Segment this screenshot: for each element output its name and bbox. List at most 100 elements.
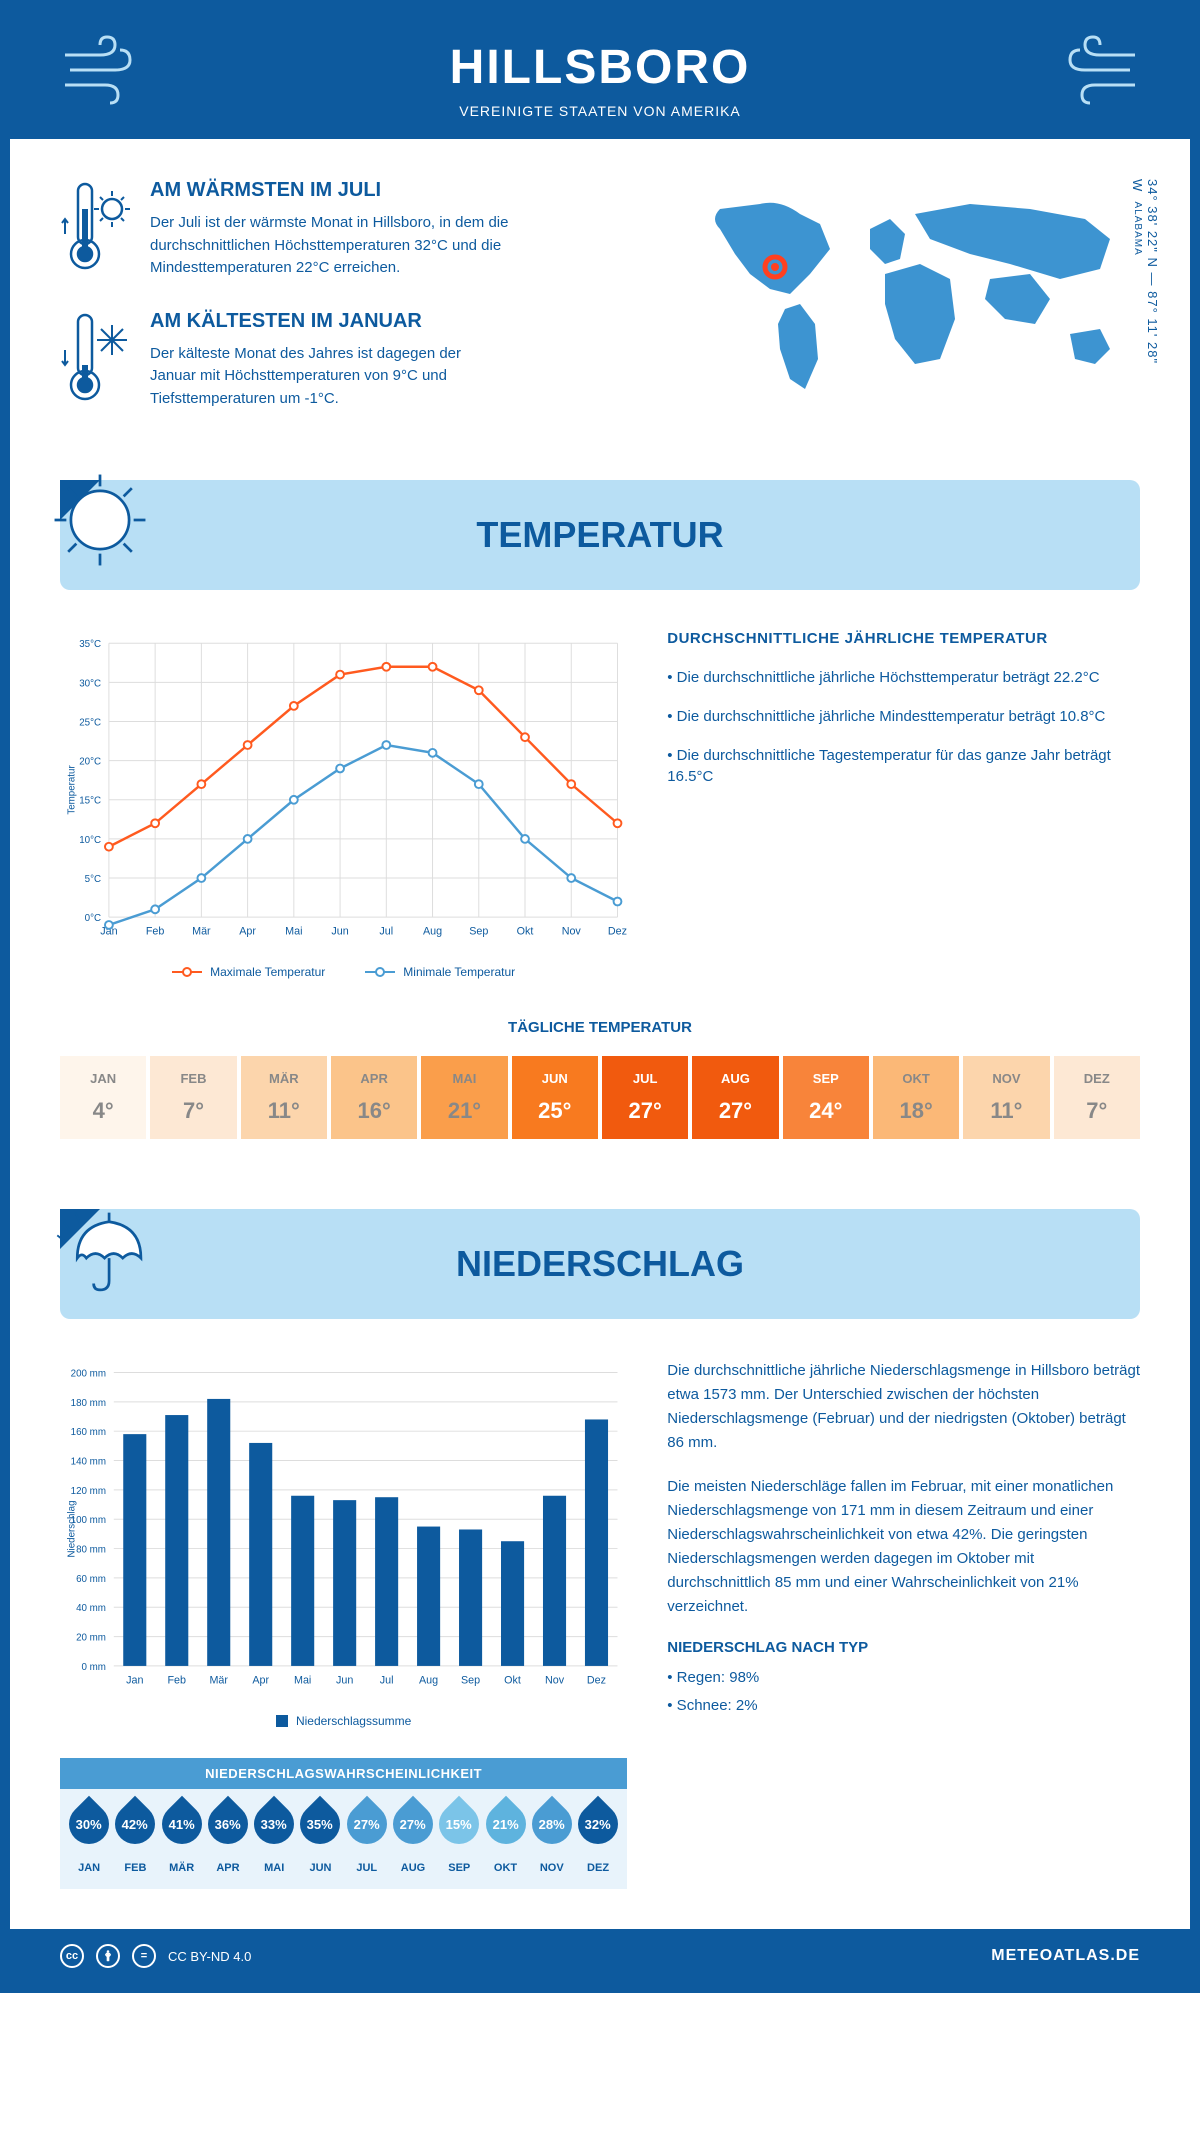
daily-temp-cell: SEP24° (783, 1056, 869, 1139)
svg-text:180 mm: 180 mm (71, 1398, 106, 1409)
probability-cell: 35%JUN (299, 1804, 341, 1874)
daily-temp-cell: JUL27° (602, 1056, 688, 1139)
probability-cell: 32%DEZ (577, 1804, 619, 1874)
sun-icon (50, 470, 150, 570)
svg-text:20°C: 20°C (79, 757, 101, 768)
svg-text:Temperatur: Temperatur (67, 765, 78, 815)
svg-text:60 mm: 60 mm (76, 1574, 106, 1585)
probability-cell: 27%JUL (346, 1804, 388, 1874)
coordinates: 34° 38' 22" N — 87° 11' 28" W ALABAMA (1130, 179, 1160, 440)
svg-text:80 mm: 80 mm (76, 1544, 106, 1555)
svg-text:120 mm: 120 mm (71, 1486, 106, 1497)
probability-cell: 21%OKT (484, 1804, 526, 1874)
precipitation-section-header: NIEDERSCHLAG (60, 1209, 1140, 1319)
svg-text:Dez: Dez (587, 1675, 606, 1687)
license-text: CC BY-ND 4.0 (168, 1949, 251, 1964)
probability-cell: 28%NOV (531, 1804, 573, 1874)
thermometer-cold-icon (60, 310, 130, 410)
svg-text:Aug: Aug (423, 926, 442, 938)
probability-cell: 36%APR (207, 1804, 249, 1874)
warmest-title: AM WÄRMSTEN IM JULI (150, 179, 510, 202)
probability-cell: 41%MÄR (161, 1804, 203, 1874)
nd-icon: = (132, 1944, 156, 1968)
svg-text:Jul: Jul (379, 926, 393, 938)
svg-text:Apr: Apr (252, 1675, 269, 1687)
daily-temp-cell: MÄR11° (241, 1056, 327, 1139)
svg-text:15°C: 15°C (79, 796, 101, 807)
probability-title: NIEDERSCHLAGSWAHRSCHEINLICHKEIT (60, 1758, 627, 1789)
svg-text:Jan: Jan (126, 1675, 143, 1687)
avg-temp-title: DURCHSCHNITTLICHE JÄHRLICHE TEMPERATUR (667, 630, 1140, 647)
precipitation-type-title: NIEDERSCHLAG NACH TYP (667, 1639, 1140, 1656)
svg-text:Okt: Okt (504, 1675, 521, 1687)
precipitation-bar-chart: 0 mm20 mm40 mm60 mm80 mm100 mm120 mm140 … (60, 1359, 627, 1699)
svg-text:200 mm: 200 mm (71, 1368, 106, 1379)
precipitation-type: • Regen: 98% (667, 1666, 1140, 1690)
precipitation-legend: Niederschlagssumme (60, 1714, 627, 1728)
precipitation-title: NIEDERSCHLAG (60, 1243, 1140, 1285)
precipitation-type: • Schnee: 2% (667, 1694, 1140, 1718)
temperature-section-header: TEMPERATUR (60, 480, 1140, 590)
probability-cell: 15%SEP (438, 1804, 480, 1874)
daily-temp-cell: DEZ7° (1054, 1056, 1140, 1139)
svg-text:160 mm: 160 mm (71, 1427, 106, 1438)
thermometer-hot-icon (60, 179, 130, 279)
temperature-title: TEMPERATUR (60, 514, 1140, 556)
svg-text:20 mm: 20 mm (76, 1632, 106, 1643)
svg-text:Jun: Jun (336, 1675, 353, 1687)
svg-text:Dez: Dez (608, 926, 627, 938)
svg-text:Apr: Apr (239, 926, 256, 938)
precipitation-text: Die durchschnittliche jährliche Niedersc… (667, 1359, 1140, 1455)
svg-text:30°C: 30°C (79, 678, 101, 689)
country-subtitle: VEREINIGTE STAATEN VON AMERIKA (10, 103, 1190, 119)
svg-text:Mai: Mai (294, 1675, 311, 1687)
svg-text:Feb: Feb (167, 1675, 186, 1687)
intro-section: AM WÄRMSTEN IM JULI Der Juli ist der wär… (10, 139, 1190, 480)
probability-cell: 42%FEB (114, 1804, 156, 1874)
temperature-line-chart: 0°C5°C10°C15°C20°C25°C30°C35°CJanFebMärA… (60, 630, 627, 979)
svg-text:Feb: Feb (146, 926, 165, 938)
daily-temp-cell: JUN25° (512, 1056, 598, 1139)
svg-text:140 mm: 140 mm (71, 1456, 106, 1467)
city-title: HILLSBORO (10, 40, 1190, 95)
svg-text:Mär: Mär (209, 1675, 228, 1687)
probability-cell: 33%MAI (253, 1804, 295, 1874)
cc-icon: cc (60, 1944, 84, 1968)
svg-text:0°C: 0°C (85, 913, 101, 924)
daily-temp-cell: APR16° (331, 1056, 417, 1139)
daily-temp-cell: OKT18° (873, 1056, 959, 1139)
wind-icon (1050, 35, 1140, 105)
header: HILLSBORO VEREINIGTE STAATEN VON AMERIKA (10, 10, 1190, 139)
wind-icon (60, 35, 150, 105)
daily-temp-cell: NOV11° (963, 1056, 1049, 1139)
svg-text:5°C: 5°C (85, 874, 101, 885)
svg-text:Mär: Mär (192, 926, 211, 938)
svg-text:Okt: Okt (517, 926, 534, 938)
infographic-container: HILLSBORO VEREINIGTE STAATEN VON AMERIKA (0, 0, 1200, 1993)
by-icon: 🛉 (96, 1944, 120, 1968)
probability-cell: 27%AUG (392, 1804, 434, 1874)
svg-text:0 mm: 0 mm (82, 1662, 106, 1673)
daily-temp-cell: FEB7° (150, 1056, 236, 1139)
avg-temp-bullet: • Die durchschnittliche jährliche Höchst… (667, 667, 1140, 688)
avg-temp-bullet: • Die durchschnittliche Tagestemperatur … (667, 745, 1140, 787)
svg-text:Sep: Sep (461, 1675, 480, 1687)
coldest-block: AM KÄLTESTEN IM JANUAR Der kälteste Mona… (60, 310, 650, 411)
warmest-text: Der Juli ist der wärmste Monat in Hillsb… (150, 212, 510, 280)
daily-temp-cell: AUG27° (692, 1056, 778, 1139)
daily-temp-grid: JAN4°FEB7°MÄR11°APR16°MAI21°JUN25°JUL27°… (60, 1056, 1140, 1139)
coldest-text: Der kälteste Monat des Jahres ist dagege… (150, 343, 510, 411)
svg-text:Niederschlag: Niederschlag (67, 1501, 78, 1558)
avg-temp-bullet: • Die durchschnittliche jährliche Mindes… (667, 706, 1140, 727)
svg-text:Nov: Nov (562, 926, 582, 938)
svg-text:40 mm: 40 mm (76, 1603, 106, 1614)
svg-text:Jul: Jul (380, 1675, 394, 1687)
precipitation-probability-box: NIEDERSCHLAGSWAHRSCHEINLICHKEIT 30%JAN42… (60, 1758, 627, 1889)
svg-text:10°C: 10°C (79, 835, 101, 846)
svg-text:Nov: Nov (545, 1675, 565, 1687)
svg-text:35°C: 35°C (79, 639, 101, 650)
probability-cell: 30%JAN (68, 1804, 110, 1874)
footer: cc 🛉 = CC BY-ND 4.0 METEOATLAS.DE (10, 1929, 1190, 1983)
coldest-title: AM KÄLTESTEN IM JANUAR (150, 310, 510, 333)
warmest-block: AM WÄRMSTEN IM JULI Der Juli ist der wär… (60, 179, 650, 280)
